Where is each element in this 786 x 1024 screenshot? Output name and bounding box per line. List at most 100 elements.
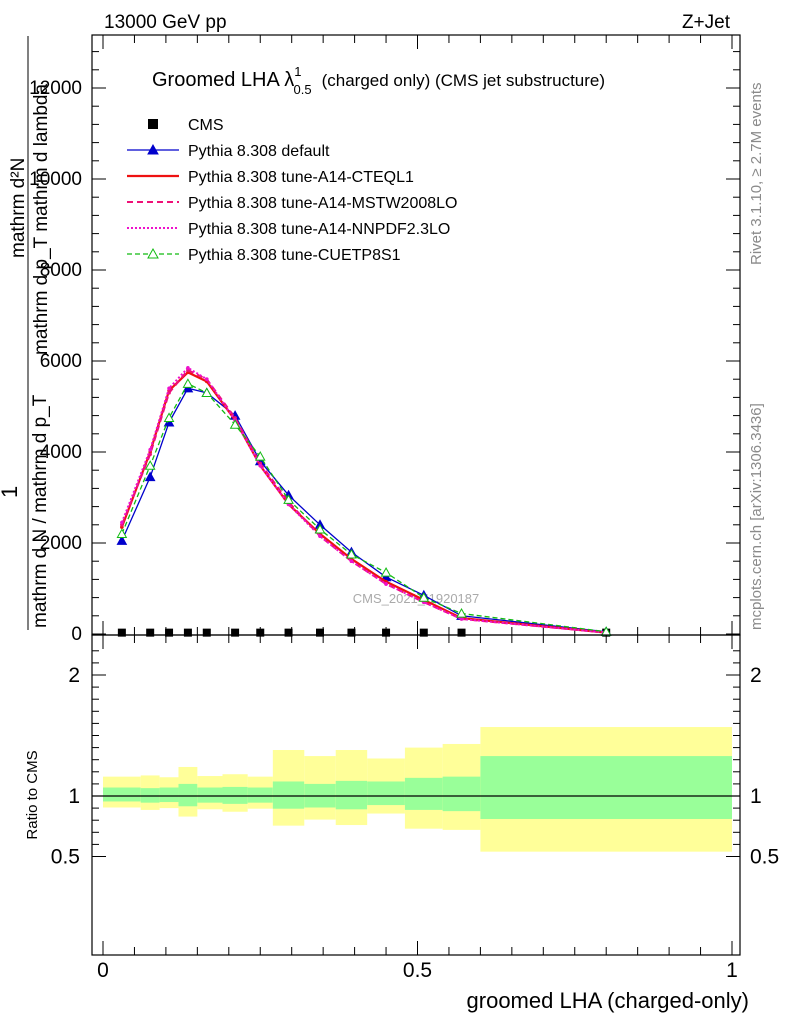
series-line-mstw [120, 368, 607, 634]
plot-title: Groomed LHA λ1 0.5 (charged only) (CMS jet… [152, 64, 605, 97]
ratio-band-inner [442, 776, 481, 812]
legend-entry-mstw: Pythia 8.308 tune-A14-MSTW2008LO [127, 195, 457, 212]
ratio-frame [91, 634, 741, 956]
marker-nnpdf [459, 617, 464, 621]
marker-cuetp8s1 [201, 387, 213, 397]
cms-data-point [316, 628, 325, 637]
marker-mstw [148, 452, 152, 457]
series-line-nnpdf [120, 366, 607, 634]
legend-entry-cteql1: Pythia 8.308 tune-A14-CTEQL1 [127, 169, 414, 186]
rivet-version-label: Rivet 3.1.10, ≥ 2.7M events [748, 83, 765, 266]
series-line-cuetp8s1 [121, 382, 607, 633]
y-tick-label: 10000 [29, 169, 82, 190]
series-line-default [121, 387, 607, 633]
x-tick-label: 1 [726, 959, 738, 982]
legend-marker [147, 143, 159, 155]
marker-default [144, 471, 156, 482]
legend-label: Pythia 8.308 tune-A14-CTEQL1 [188, 169, 414, 186]
marker-default [116, 535, 128, 545]
ratio-band-inner [140, 788, 160, 803]
marker-cuetp8s1 [346, 548, 357, 559]
ratio-band-inner [480, 756, 732, 819]
y-tick-label: 6000 [40, 351, 82, 372]
marker-nnpdf [318, 534, 322, 538]
marker-cuetp8s1 [182, 378, 194, 388]
marker-nnpdf [258, 463, 263, 468]
cms-data-point [382, 628, 391, 637]
ratio-band-inner [404, 777, 443, 810]
legend-label: Pythia 8.308 default [188, 143, 330, 160]
y-tick-label: 12000 [29, 78, 82, 99]
ratio-y-tick-label: 0.5 [51, 846, 80, 869]
x-tick-label: 0 [97, 959, 109, 982]
legend-entry-cms: CMS [148, 117, 224, 134]
cms-data-point [146, 628, 155, 637]
plot-title-rest: (charged only) (CMS jet substructure) [322, 71, 605, 90]
ratio-band-inner [197, 787, 223, 803]
x-tick-label: 0.5 [403, 959, 432, 982]
marker-nnpdf [167, 386, 171, 391]
ratio-y-axis: 0.5 0.5 1 1 2 2 [51, 650, 779, 869]
process-label: Z+Jet [682, 12, 731, 33]
y-label-numerator: mathrm d²N [8, 158, 29, 258]
ratio-y-tick-label-right: 2 [750, 664, 762, 687]
legend: CMS Pythia 8.308 default Pythia 8.308 tune… [127, 117, 457, 264]
cms-data-point [457, 628, 466, 637]
ratio-band-inner [103, 787, 141, 802]
energy-label: 13000 GeV pp [104, 12, 227, 33]
legend-label: Pythia 8.308 tune-CUETP8S1 [188, 247, 401, 264]
marker-nnpdf [349, 559, 354, 563]
ratio-y-tick-label-right: 0.5 [750, 846, 779, 869]
ratio-x-axis: 0 0.5 1 [97, 635, 738, 982]
ratio-y-tick-label: 1 [68, 785, 80, 808]
legend-swatch [148, 119, 158, 129]
mcplots-label: mcplots.cern.ch [arXiv:1306.3436] [748, 403, 765, 630]
marker-cuetp8s1 [283, 494, 294, 504]
marker-nnpdf [186, 366, 190, 370]
marker-cuetp8s1 [418, 592, 430, 602]
legend-entry-nnpdf: Pythia 8.308 tune-A14-NNPDF2.3LO [127, 221, 450, 238]
main-y-axis: 0 2000 4000 6000 8000 10000 12000 [29, 51, 740, 645]
cms-data-point [231, 628, 240, 637]
cms-data-point [256, 628, 265, 637]
cms-data-point [183, 628, 192, 637]
ratio-band-inner [178, 783, 198, 807]
plot-title-sub: 0.5 [294, 82, 312, 97]
ratio-band-inner [159, 787, 179, 803]
cms-data-point [284, 628, 293, 637]
ratio-band-inner [335, 780, 368, 810]
series-cuetp8s1 [116, 378, 612, 636]
ratio-bands [103, 727, 732, 852]
marker-cuetp8s1 [144, 460, 156, 470]
cms-data-point [347, 628, 356, 637]
ratio-band-inner [367, 781, 405, 806]
marker-cuetp8s1 [456, 607, 467, 618]
y-tick-label: 4000 [40, 442, 82, 463]
marker-nnpdf [204, 377, 209, 382]
y-label-numerator-2: mathrm d p_T mathrm d lambda [31, 84, 52, 355]
cms-data-point [117, 628, 126, 637]
y-label-denominator: mathrm d N / mathrm d p_T [30, 394, 51, 628]
cms-data-point [165, 628, 174, 637]
y-tick-label: 8000 [40, 260, 82, 281]
marker-cuetp8s1 [380, 567, 392, 577]
legend-label: Pythia 8.308 tune-A14-NNPDF2.3LO [188, 221, 450, 238]
marker-nnpdf [148, 447, 152, 452]
marker-cuetp8s1 [254, 451, 266, 461]
marker-cuetp8s1 [229, 419, 241, 429]
ratio-y-label: Ratio to CMS [24, 750, 41, 839]
ratio-band-inner [222, 786, 248, 804]
plot-title-sup: 1 [294, 64, 301, 79]
marker-nnpdf [384, 582, 388, 586]
x-axis-label: groomed LHA (charged-only) [467, 988, 749, 1013]
legend-label: CMS [188, 117, 224, 134]
cms-data-point [419, 628, 428, 637]
main-series-layer [116, 366, 612, 637]
marker-cuetp8s1 [314, 523, 326, 534]
ratio-panel: 0.5 0.5 1 1 2 2 0 0.5 1 Ratio to CMS groomed LH… [24, 634, 779, 1013]
ratio-y-tick-label: 2 [68, 664, 80, 687]
marker-cuetp8s1 [163, 412, 175, 422]
y-tick-label: 2000 [40, 533, 82, 554]
marker-nnpdf [120, 520, 124, 525]
